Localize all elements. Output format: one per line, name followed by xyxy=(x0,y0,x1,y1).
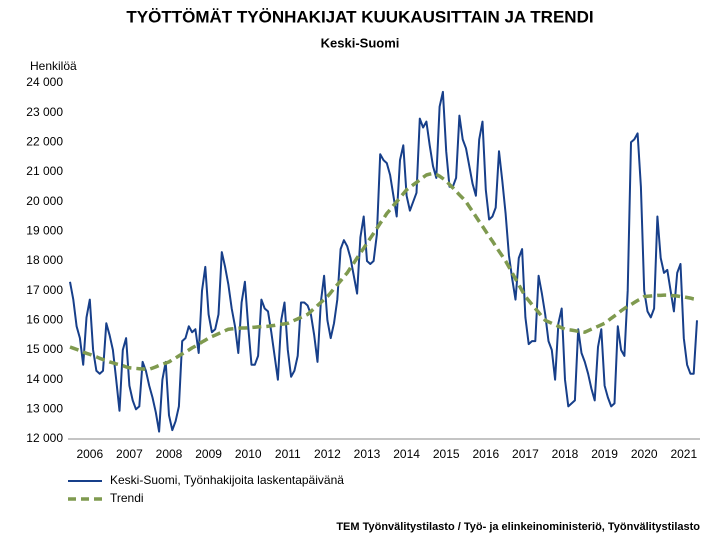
y-tick-label: 22 000 xyxy=(26,135,63,149)
x-tick-label: 2020 xyxy=(631,447,658,461)
y-tick-label: 19 000 xyxy=(26,224,63,238)
y-tick-label: 23 000 xyxy=(26,105,63,119)
y-tick-label: 13 000 xyxy=(26,402,63,416)
x-tick-label: 2011 xyxy=(275,447,301,461)
x-tick-label: 2009 xyxy=(195,447,222,461)
legend-label: Trendi xyxy=(110,491,144,505)
y-tick-label: 12 000 xyxy=(26,431,63,445)
x-tick-label: 2014 xyxy=(393,447,420,461)
x-tick-label: 2019 xyxy=(591,447,618,461)
x-tick-label: 2017 xyxy=(512,447,539,461)
y-tick-label: 18 000 xyxy=(26,253,63,267)
y-tick-label: 17 000 xyxy=(26,283,63,297)
x-tick-label: 2018 xyxy=(552,447,579,461)
x-tick-label: 2007 xyxy=(116,447,143,461)
legend-label: Keski-Suomi, Työnhakijoita laskentapäivä… xyxy=(110,473,344,487)
chart-subtitle: Keski-Suomi xyxy=(321,35,400,50)
x-tick-label: 2012 xyxy=(314,447,341,461)
x-tick-label: 2006 xyxy=(76,447,103,461)
y-tick-label: 20 000 xyxy=(26,194,63,208)
y-tick-label: 15 000 xyxy=(26,342,63,356)
y-axis-label: Henkilöä xyxy=(30,59,77,73)
y-tick-label: 21 000 xyxy=(26,164,63,178)
series-line xyxy=(69,90,698,433)
y-tick-label: 24 000 xyxy=(26,75,63,89)
y-tick-label: 14 000 xyxy=(26,372,63,386)
y-tick-label: 16 000 xyxy=(26,313,63,327)
x-tick-label: 2008 xyxy=(156,447,183,461)
x-tick-label: 2010 xyxy=(235,447,262,461)
series-line xyxy=(69,171,698,372)
x-tick-label: 2015 xyxy=(433,447,460,461)
chart-title: TYÖTTÖMÄT TYÖNHAKIJAT KUUKAUSITTAIN JA T… xyxy=(126,7,593,26)
x-tick-label: 2021 xyxy=(670,447,697,461)
source: TEM Työnvälitystilasto / Työ- ja elinkei… xyxy=(336,521,700,533)
x-tick-label: 2016 xyxy=(472,447,499,461)
x-tick-label: 2013 xyxy=(354,447,381,461)
